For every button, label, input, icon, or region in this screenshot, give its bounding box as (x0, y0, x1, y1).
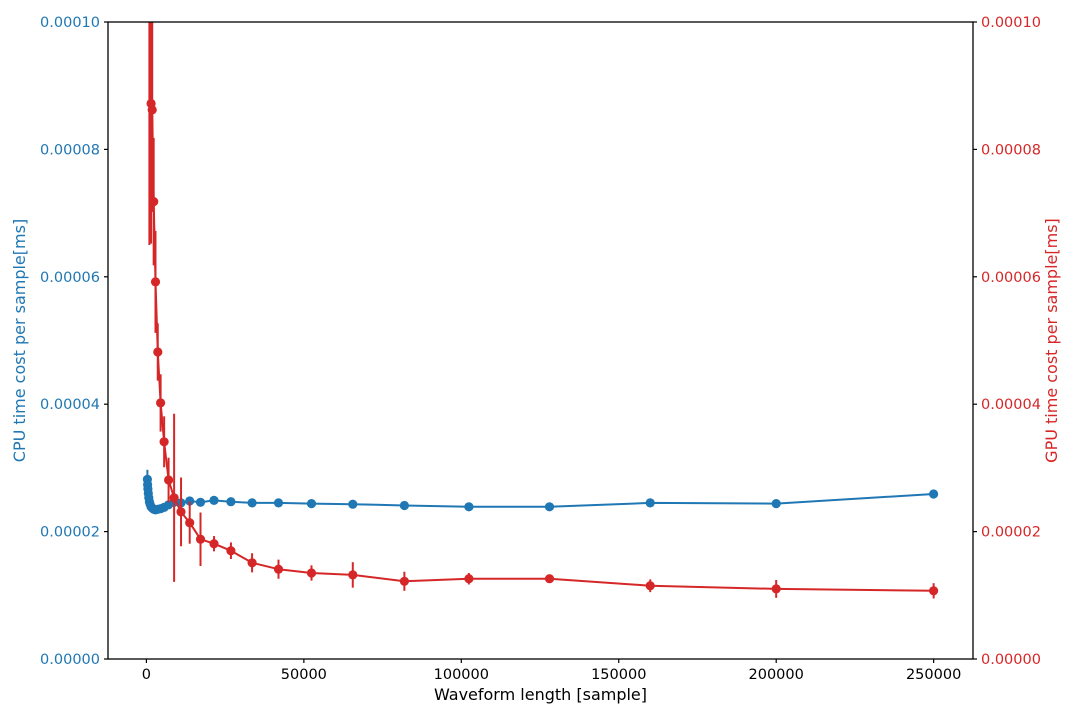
y-tick-label-right: 0.00008 (981, 142, 1041, 158)
cpu-data-point (247, 498, 257, 508)
plot-area (142, 22, 939, 599)
cpu-data-point (464, 502, 474, 512)
y-tick-label-right: 0.00000 (981, 652, 1041, 668)
plot-spines (107, 21, 974, 660)
gpu-data-point (147, 105, 157, 115)
cpu-data-point (348, 499, 358, 509)
gpu-data-point (771, 584, 781, 594)
y-tick-label-left: 0.00002 (40, 525, 100, 541)
gpu-data-point (150, 277, 161, 287)
cpu-data-point (399, 500, 409, 511)
x-tick-label: 250000 (906, 667, 961, 683)
gpu-data-point (185, 518, 195, 528)
x-tick-label: 150000 (591, 667, 646, 683)
x-tick-label: 200000 (749, 667, 804, 683)
cpu-data-point (273, 498, 284, 508)
cpu-data-point (185, 496, 195, 506)
cpu-data-point (226, 497, 236, 507)
y-tick-label-left: 0.00006 (40, 270, 100, 286)
y-tick-label-right: 0.00004 (981, 397, 1041, 413)
y-tick-label-left: 0.00004 (40, 397, 100, 413)
y-tick-label-right: 0.00006 (981, 270, 1041, 286)
cpu-data-point (544, 502, 555, 512)
gpu-data-point (929, 586, 939, 596)
gpu-data-point (149, 197, 159, 207)
y-tick-label-left: 0.00000 (40, 652, 100, 668)
gpu-data-point (156, 398, 166, 408)
x-tick-label: 0 (142, 667, 151, 683)
gpu-data-point (348, 570, 358, 580)
gpu-data-point (176, 507, 186, 517)
gpu-data-point (226, 546, 236, 556)
gpu-data-point (159, 437, 169, 447)
cpu-data-point (929, 489, 939, 499)
gpu-data-point (544, 574, 555, 584)
gpu-data-point (645, 581, 655, 591)
gpu-data-point (164, 475, 174, 485)
gpu-series (146, 22, 939, 599)
gpu-data-point (247, 558, 257, 568)
y-tick-label-right: 0.00010 (981, 15, 1041, 31)
gpu-data-point (399, 576, 409, 586)
gpu-data-point (209, 539, 219, 549)
cpu-data-point (306, 499, 317, 509)
gpu-data-point (153, 347, 163, 357)
left-y-axis-label: CPU time cost per sample[ms] (10, 219, 29, 462)
x-axis-label: Waveform length [sample] (434, 685, 647, 704)
gpu-data-point (306, 568, 317, 578)
cpu-data-point (771, 499, 781, 509)
gpu-data-point (464, 574, 474, 584)
gpu-data-point (169, 493, 179, 503)
x-tick-label: 100000 (434, 667, 489, 683)
gpu-data-point (195, 534, 206, 544)
right-y-axis-label: GPU time cost per sample[ms] (1042, 218, 1061, 463)
y-tick-label-right: 0.00002 (981, 525, 1041, 541)
cpu-data-point (645, 498, 655, 508)
cpu-data-point (209, 495, 219, 505)
gpu-data-point (273, 564, 284, 574)
cpu-data-point (195, 497, 206, 507)
y-tick-label-left: 0.00010 (40, 15, 100, 31)
y-tick-label-left: 0.00008 (40, 142, 100, 158)
gpu-series-line (149, 22, 934, 592)
x-tick-label: 50000 (281, 667, 327, 683)
